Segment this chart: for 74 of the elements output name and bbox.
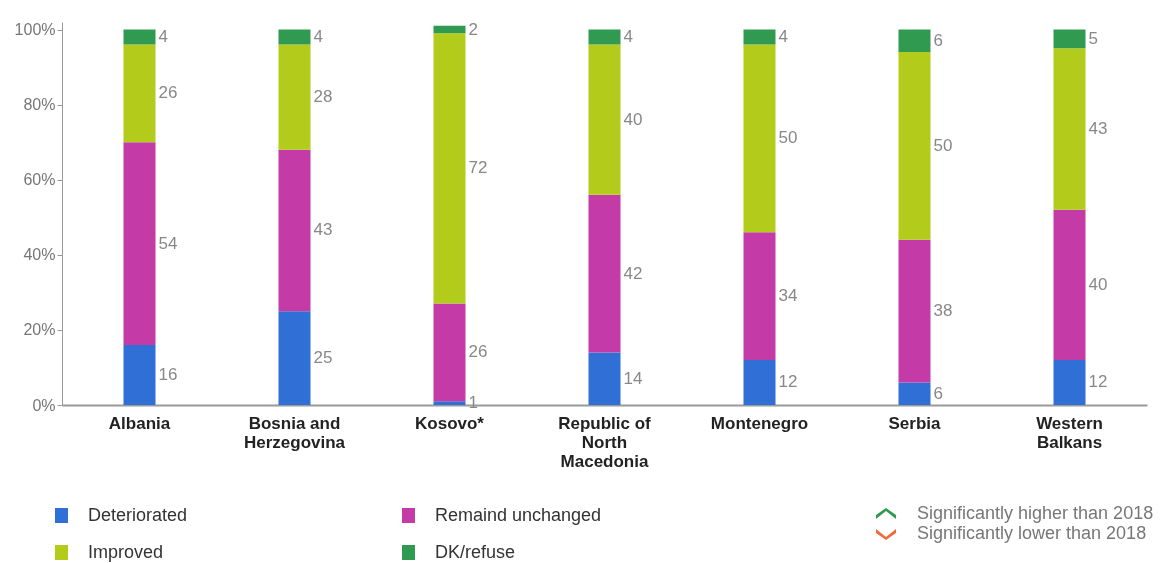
data-label: 14 xyxy=(623,368,643,388)
x-tick-label: Kosovo* xyxy=(415,413,485,433)
bar xyxy=(588,44,621,195)
data-label: 4 xyxy=(158,27,168,47)
y-tick-label: 80% xyxy=(23,96,56,114)
data-label: 16 xyxy=(158,364,178,384)
bar xyxy=(123,29,156,45)
bar xyxy=(123,142,156,345)
legend-label: Deteriorated xyxy=(88,505,188,526)
bar xyxy=(588,352,621,405)
bar xyxy=(743,232,776,360)
bar xyxy=(588,194,621,353)
bar xyxy=(433,303,466,402)
y-tick-label: 100% xyxy=(14,21,56,39)
bar xyxy=(1053,209,1086,360)
x-tick-label: Western Balkans xyxy=(1036,413,1103,452)
bar xyxy=(1053,48,1086,210)
bar xyxy=(743,359,776,405)
bar xyxy=(588,29,621,45)
bar xyxy=(278,29,311,45)
data-label: 50 xyxy=(933,135,953,155)
legend-label: DK/refuse xyxy=(435,542,516,563)
x-tick-label: Montenegro xyxy=(710,413,809,433)
y-tick-label: 40% xyxy=(23,246,56,264)
data-label: 2 xyxy=(468,19,478,39)
data-label: 12 xyxy=(1088,372,1108,392)
data-label: 28 xyxy=(313,87,333,107)
bar xyxy=(433,33,466,304)
data-label: 43 xyxy=(313,220,333,240)
data-label: 6 xyxy=(933,30,943,50)
x-tick-label: Bosnia and Herzegovina xyxy=(243,413,346,452)
legend-label: Remaind unchanged xyxy=(435,505,602,526)
text: Significantly higher than 2018 xyxy=(917,503,1154,524)
data-label: 42 xyxy=(623,263,643,283)
data-label: 6 xyxy=(933,383,943,403)
data-label: 4 xyxy=(623,27,633,47)
bar xyxy=(1053,29,1086,49)
x-tick-label: Albania xyxy=(108,413,171,433)
bar xyxy=(743,44,776,233)
bar xyxy=(898,52,931,240)
data-label: 43 xyxy=(1088,119,1108,139)
data-label: 40 xyxy=(623,109,643,129)
bar xyxy=(898,29,931,53)
bar xyxy=(278,311,311,405)
text: Significantly lower than 2018 xyxy=(917,523,1147,544)
data-label: 50 xyxy=(778,128,798,148)
x-tick-label: Republic of North Macedonia xyxy=(558,413,652,471)
bar xyxy=(743,29,776,45)
bar xyxy=(1053,359,1086,405)
bar xyxy=(433,25,466,34)
data-label: 72 xyxy=(468,158,488,178)
data-label: 25 xyxy=(313,348,333,368)
bar xyxy=(278,44,311,150)
data-label: 40 xyxy=(1088,274,1108,294)
bar xyxy=(278,149,311,312)
bar xyxy=(123,44,156,143)
bar xyxy=(898,382,931,405)
x-tick-label: Serbia xyxy=(888,413,942,433)
y-tick-label: 0% xyxy=(32,396,56,414)
data-label: 26 xyxy=(468,342,488,362)
y-tick-label: 20% xyxy=(23,321,56,339)
data-label: 54 xyxy=(158,233,178,253)
data-label: 5 xyxy=(1088,28,1098,48)
bar xyxy=(433,401,466,405)
data-label: 38 xyxy=(933,301,953,321)
y-tick-label: 60% xyxy=(23,171,56,189)
data-label: 4 xyxy=(778,27,788,47)
data-label: 34 xyxy=(778,286,798,306)
data-label: 12 xyxy=(778,372,798,392)
legend-label: Improved xyxy=(88,542,164,563)
data-label: 4 xyxy=(313,27,323,47)
data-label: 26 xyxy=(158,83,178,103)
bar xyxy=(123,344,156,405)
bar xyxy=(898,239,931,383)
